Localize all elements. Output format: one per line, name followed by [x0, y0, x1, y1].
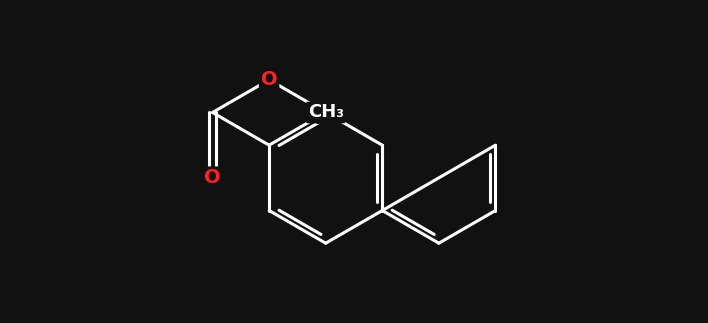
Text: CH₃: CH₃ — [308, 103, 343, 121]
Text: O: O — [204, 168, 221, 187]
Text: O: O — [261, 70, 278, 89]
Text: N: N — [318, 103, 334, 122]
